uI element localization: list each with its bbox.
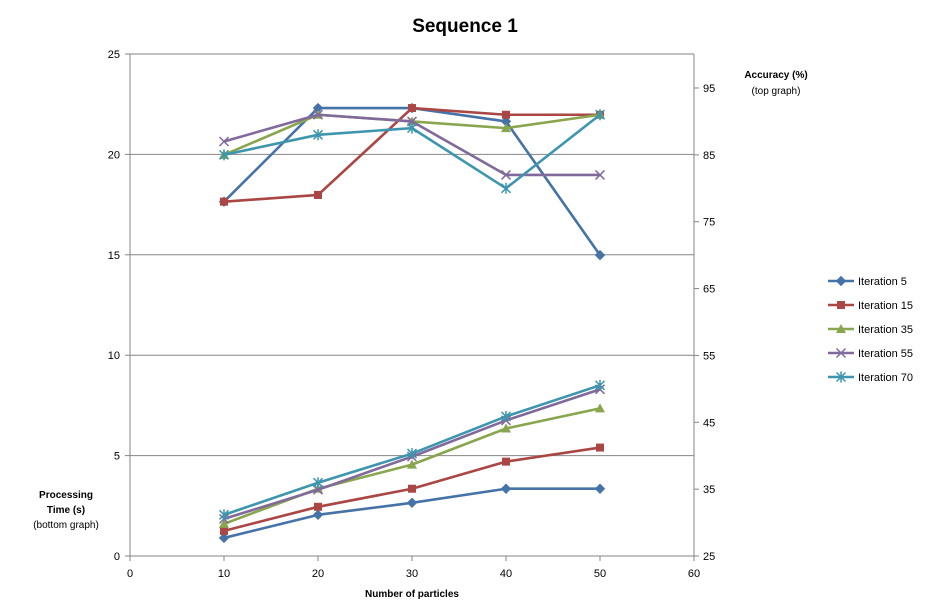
right-tick-label: 95 xyxy=(703,83,715,95)
legend-marker xyxy=(835,347,847,359)
series-iteration-70 xyxy=(218,109,606,521)
legend-item-iteration-15: Iteration 15 xyxy=(828,300,913,312)
right-tick-label: 85 xyxy=(703,150,715,162)
left-axis-label-line2: Time (s) xyxy=(47,505,85,516)
iteration-35-time-point xyxy=(595,403,605,413)
iteration-5-time-point xyxy=(500,483,512,494)
legend-label: Iteration 15 xyxy=(858,300,913,312)
x-tick-label: 40 xyxy=(500,568,512,580)
gridlines xyxy=(130,53,694,457)
legend-item-iteration-70: Iteration 70 xyxy=(828,371,913,384)
x-tick-label: 60 xyxy=(688,568,700,580)
legend-label: Iteration 55 xyxy=(858,348,913,360)
right-tick-label: 35 xyxy=(703,484,715,496)
iteration-5-time-point xyxy=(218,532,230,544)
iteration-55-accuracy-point xyxy=(594,169,606,180)
left-tick-label: 20 xyxy=(108,149,120,161)
iteration-55-accuracy-point xyxy=(500,169,512,180)
series-iteration-15 xyxy=(220,104,604,535)
iteration-70-accuracy-point xyxy=(500,182,512,194)
left-axis-ticks: 0 5 10 15 20 25 xyxy=(108,49,130,563)
iteration-5-accuracy-point xyxy=(594,249,606,261)
x-tick-label: 50 xyxy=(594,568,606,580)
right-axis-label-line2: (top graph) xyxy=(752,86,801,97)
iteration-70-time-point xyxy=(406,448,418,460)
iteration-35-time-point xyxy=(407,459,417,469)
iteration-15-accuracy-point xyxy=(408,104,416,113)
iteration-70-time-point xyxy=(312,477,324,489)
left-tick-label: 5 xyxy=(114,451,120,463)
iteration-55-accuracy-point xyxy=(218,136,230,147)
series-layer xyxy=(218,102,606,544)
legend-item-iteration-55: Iteration 55 xyxy=(828,347,913,360)
iteration-15-accuracy-point xyxy=(314,190,322,199)
left-tick-label: 15 xyxy=(108,250,120,262)
iteration-15-accuracy-point xyxy=(220,197,228,206)
legend-label: Iteration 5 xyxy=(858,276,907,288)
iteration-5-time-point xyxy=(594,483,606,494)
right-tick-label: 55 xyxy=(703,350,715,362)
iteration-15-time-point xyxy=(314,502,322,511)
left-tick-label: 0 xyxy=(114,551,120,563)
iteration-35-time-point xyxy=(501,423,511,433)
right-tick-label: 25 xyxy=(703,551,715,563)
right-axis-label-line1: Accuracy (%) xyxy=(744,70,807,81)
series-iteration-5 xyxy=(218,102,606,544)
legend-item-iteration-35: Iteration 35 xyxy=(828,324,913,336)
legend-marker xyxy=(835,371,847,383)
iteration-70-accuracy-point xyxy=(406,122,418,134)
iteration-70-accuracy-point xyxy=(218,149,230,161)
right-tick-label: 65 xyxy=(703,284,715,296)
x-tick-label: 20 xyxy=(312,568,324,580)
x-tick-label: 10 xyxy=(218,568,230,580)
iteration-15-time-point xyxy=(596,443,604,452)
legend-item-iteration-5: Iteration 5 xyxy=(828,275,907,288)
x-tick-label: 0 xyxy=(127,568,133,580)
iteration-70-accuracy-point xyxy=(594,109,606,121)
left-tick-label: 25 xyxy=(108,49,120,61)
x-axis-label: Number of particles xyxy=(365,589,459,600)
iteration-15-accuracy-point xyxy=(502,110,510,119)
legend-marker xyxy=(836,324,846,333)
legend-marker xyxy=(835,275,847,287)
legend-label: Iteration 70 xyxy=(858,372,913,384)
iteration-35-accuracy-point xyxy=(501,123,511,133)
right-axis-ticks: 25 35 45 55 65 75 85 95 xyxy=(694,83,715,563)
legend-marker xyxy=(837,301,845,309)
iteration-15-time-point xyxy=(408,484,416,493)
iteration-15-time-point xyxy=(220,526,228,535)
legend-label: Iteration 35 xyxy=(858,324,913,336)
iteration-70-accuracy-point xyxy=(312,129,324,141)
x-tick-label: 30 xyxy=(406,568,418,580)
iteration-5-time-point xyxy=(312,509,324,521)
right-tick-label: 45 xyxy=(703,417,715,429)
x-axis-ticks: 0 10 20 30 40 50 60 xyxy=(127,556,700,580)
left-axis-label-line1: Processing xyxy=(39,490,93,501)
right-tick-label: 75 xyxy=(703,217,715,229)
legend: Iteration 5 Iteration 15 Iteration 35 Itera… xyxy=(828,275,913,384)
iteration-70-time-point xyxy=(594,379,606,391)
iteration-15-time-point xyxy=(502,457,510,466)
iteration-70-time-point xyxy=(500,410,512,422)
iteration-55-accuracy-point xyxy=(312,109,324,120)
series-iteration-35 xyxy=(219,109,605,528)
left-tick-label: 10 xyxy=(108,350,120,362)
iteration-70-time-point xyxy=(218,509,230,521)
iteration-35-time-point xyxy=(219,518,229,528)
iteration-5-time-point xyxy=(406,497,418,508)
chart-title: Sequence 1 xyxy=(412,16,518,37)
left-axis-label-line3: (bottom graph) xyxy=(33,520,99,531)
